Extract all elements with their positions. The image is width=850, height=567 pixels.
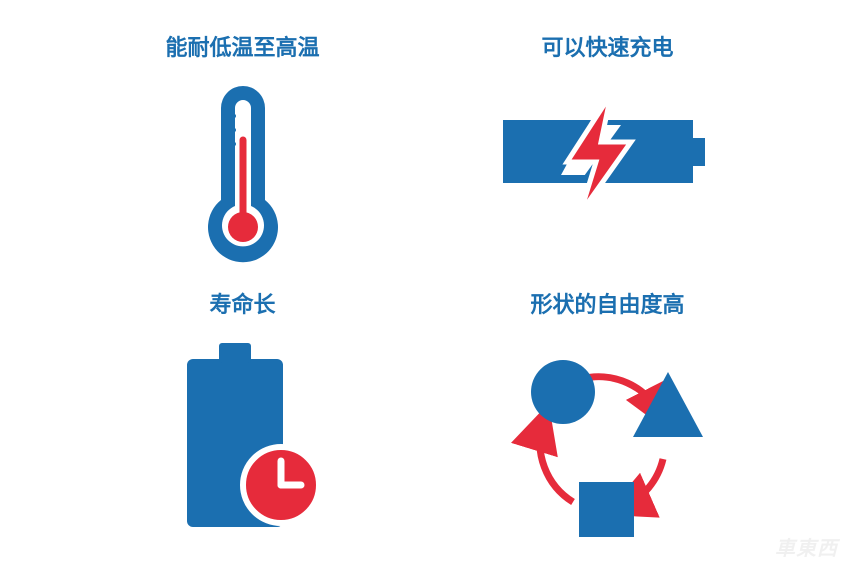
label-temperature: 能耐低温至高温 bbox=[165, 30, 319, 62]
shape-cycle-icon bbox=[503, 337, 713, 537]
fast-charge-icon bbox=[493, 80, 723, 230]
thermometer-icon bbox=[198, 80, 288, 270]
label-shape-freedom: 形状的自由度高 bbox=[530, 287, 684, 319]
label-long-life: 寿命长 bbox=[209, 287, 275, 319]
cell-fast-charge: 可以快速充电 bbox=[425, 20, 790, 277]
icon-wrap-long-life bbox=[153, 337, 333, 537]
cell-long-life: 寿命长 bbox=[60, 277, 425, 537]
cell-temperature: 能耐低温至高温 bbox=[60, 20, 425, 277]
battery-clock-icon bbox=[153, 337, 333, 537]
infographic-grid: 能耐低温至高温 可以快速充电 寿命长 bbox=[0, 0, 850, 567]
icon-wrap-shape-freedom bbox=[503, 337, 713, 537]
label-fast-charge: 可以快速充电 bbox=[541, 30, 673, 62]
icon-wrap-temperature bbox=[198, 80, 288, 277]
icon-wrap-fast-charge bbox=[493, 80, 723, 277]
cell-shape-freedom: 形状的自由度高 bbox=[425, 277, 790, 537]
